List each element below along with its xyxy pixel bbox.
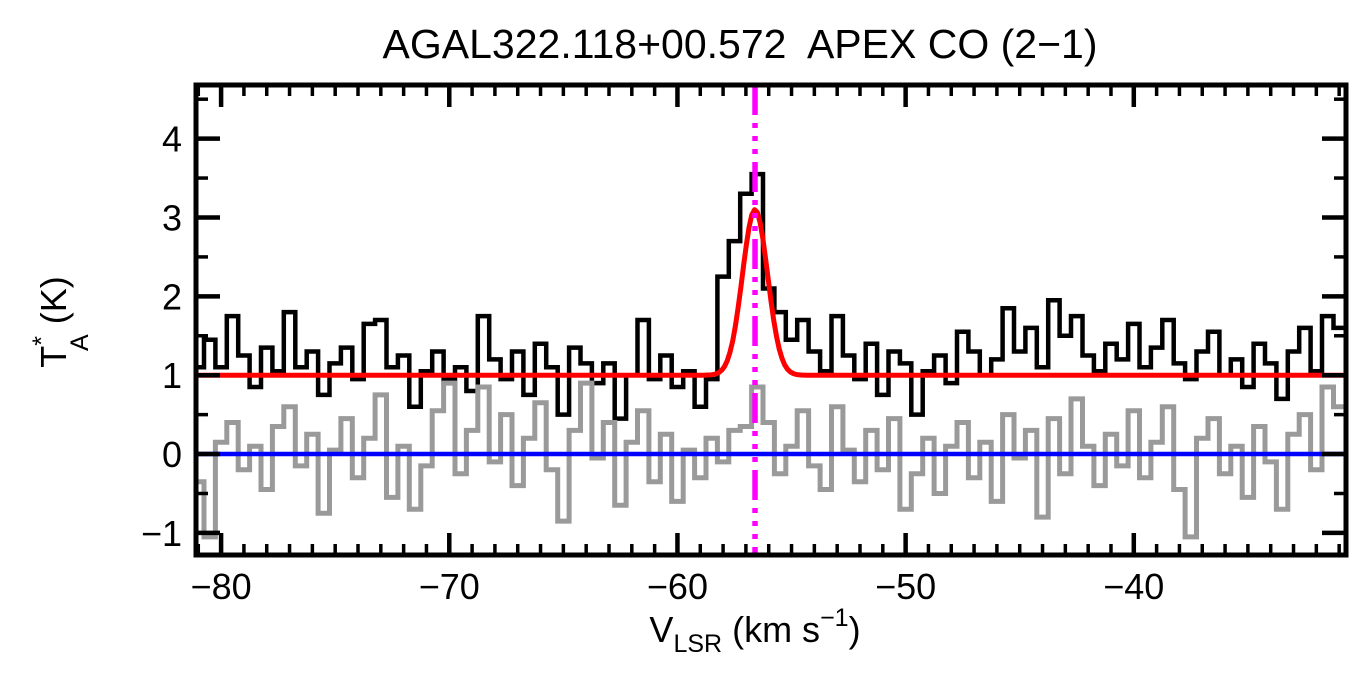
x-tick-label: −50 xyxy=(875,566,936,607)
axis-label-part: −1 xyxy=(820,604,849,632)
y-tick-label: 1 xyxy=(162,355,182,396)
y-tick-label: 0 xyxy=(162,434,182,475)
axis-label-part: * xyxy=(28,336,56,346)
y-axis-label: T* A (K) xyxy=(28,276,94,367)
tick-labels-group: −80 −70 −60 −50 −40 −1 0 1 2 3 4 xyxy=(141,119,1164,607)
axes-frame-group xyxy=(193,82,1349,558)
x-tick-label: −70 xyxy=(419,566,480,607)
spectrum-series-group xyxy=(198,171,1344,540)
axis-label-part: V xyxy=(649,609,673,650)
gaussian-fit-group xyxy=(198,207,1344,378)
x-tick-label: −40 xyxy=(1103,566,1164,607)
axis-label-part: T xyxy=(33,346,74,368)
axis-label-part: LSR xyxy=(673,630,722,658)
axis-label-part: A xyxy=(66,334,94,351)
y-tick-label: 2 xyxy=(162,276,182,317)
x-tick-label: −60 xyxy=(647,566,708,607)
x-axis-label: VLSR (km s−1) xyxy=(649,604,860,658)
axis-label-part: ) xyxy=(849,609,861,650)
gaussian-fit-curve xyxy=(198,207,1344,378)
axis-label-part: (km s xyxy=(722,609,820,650)
y-tick-label: 4 xyxy=(162,119,182,160)
chart-title: AGAL322.118+00.572 APEX CO (2−1) xyxy=(383,21,1098,67)
plot-frame xyxy=(193,82,1349,558)
axis-label-part: (K) xyxy=(33,276,74,334)
y-tick-label: 3 xyxy=(162,197,182,238)
x-tick-label: −80 xyxy=(191,566,252,607)
residual-step-gray xyxy=(198,380,1344,540)
y-tick-label: −1 xyxy=(141,513,182,554)
